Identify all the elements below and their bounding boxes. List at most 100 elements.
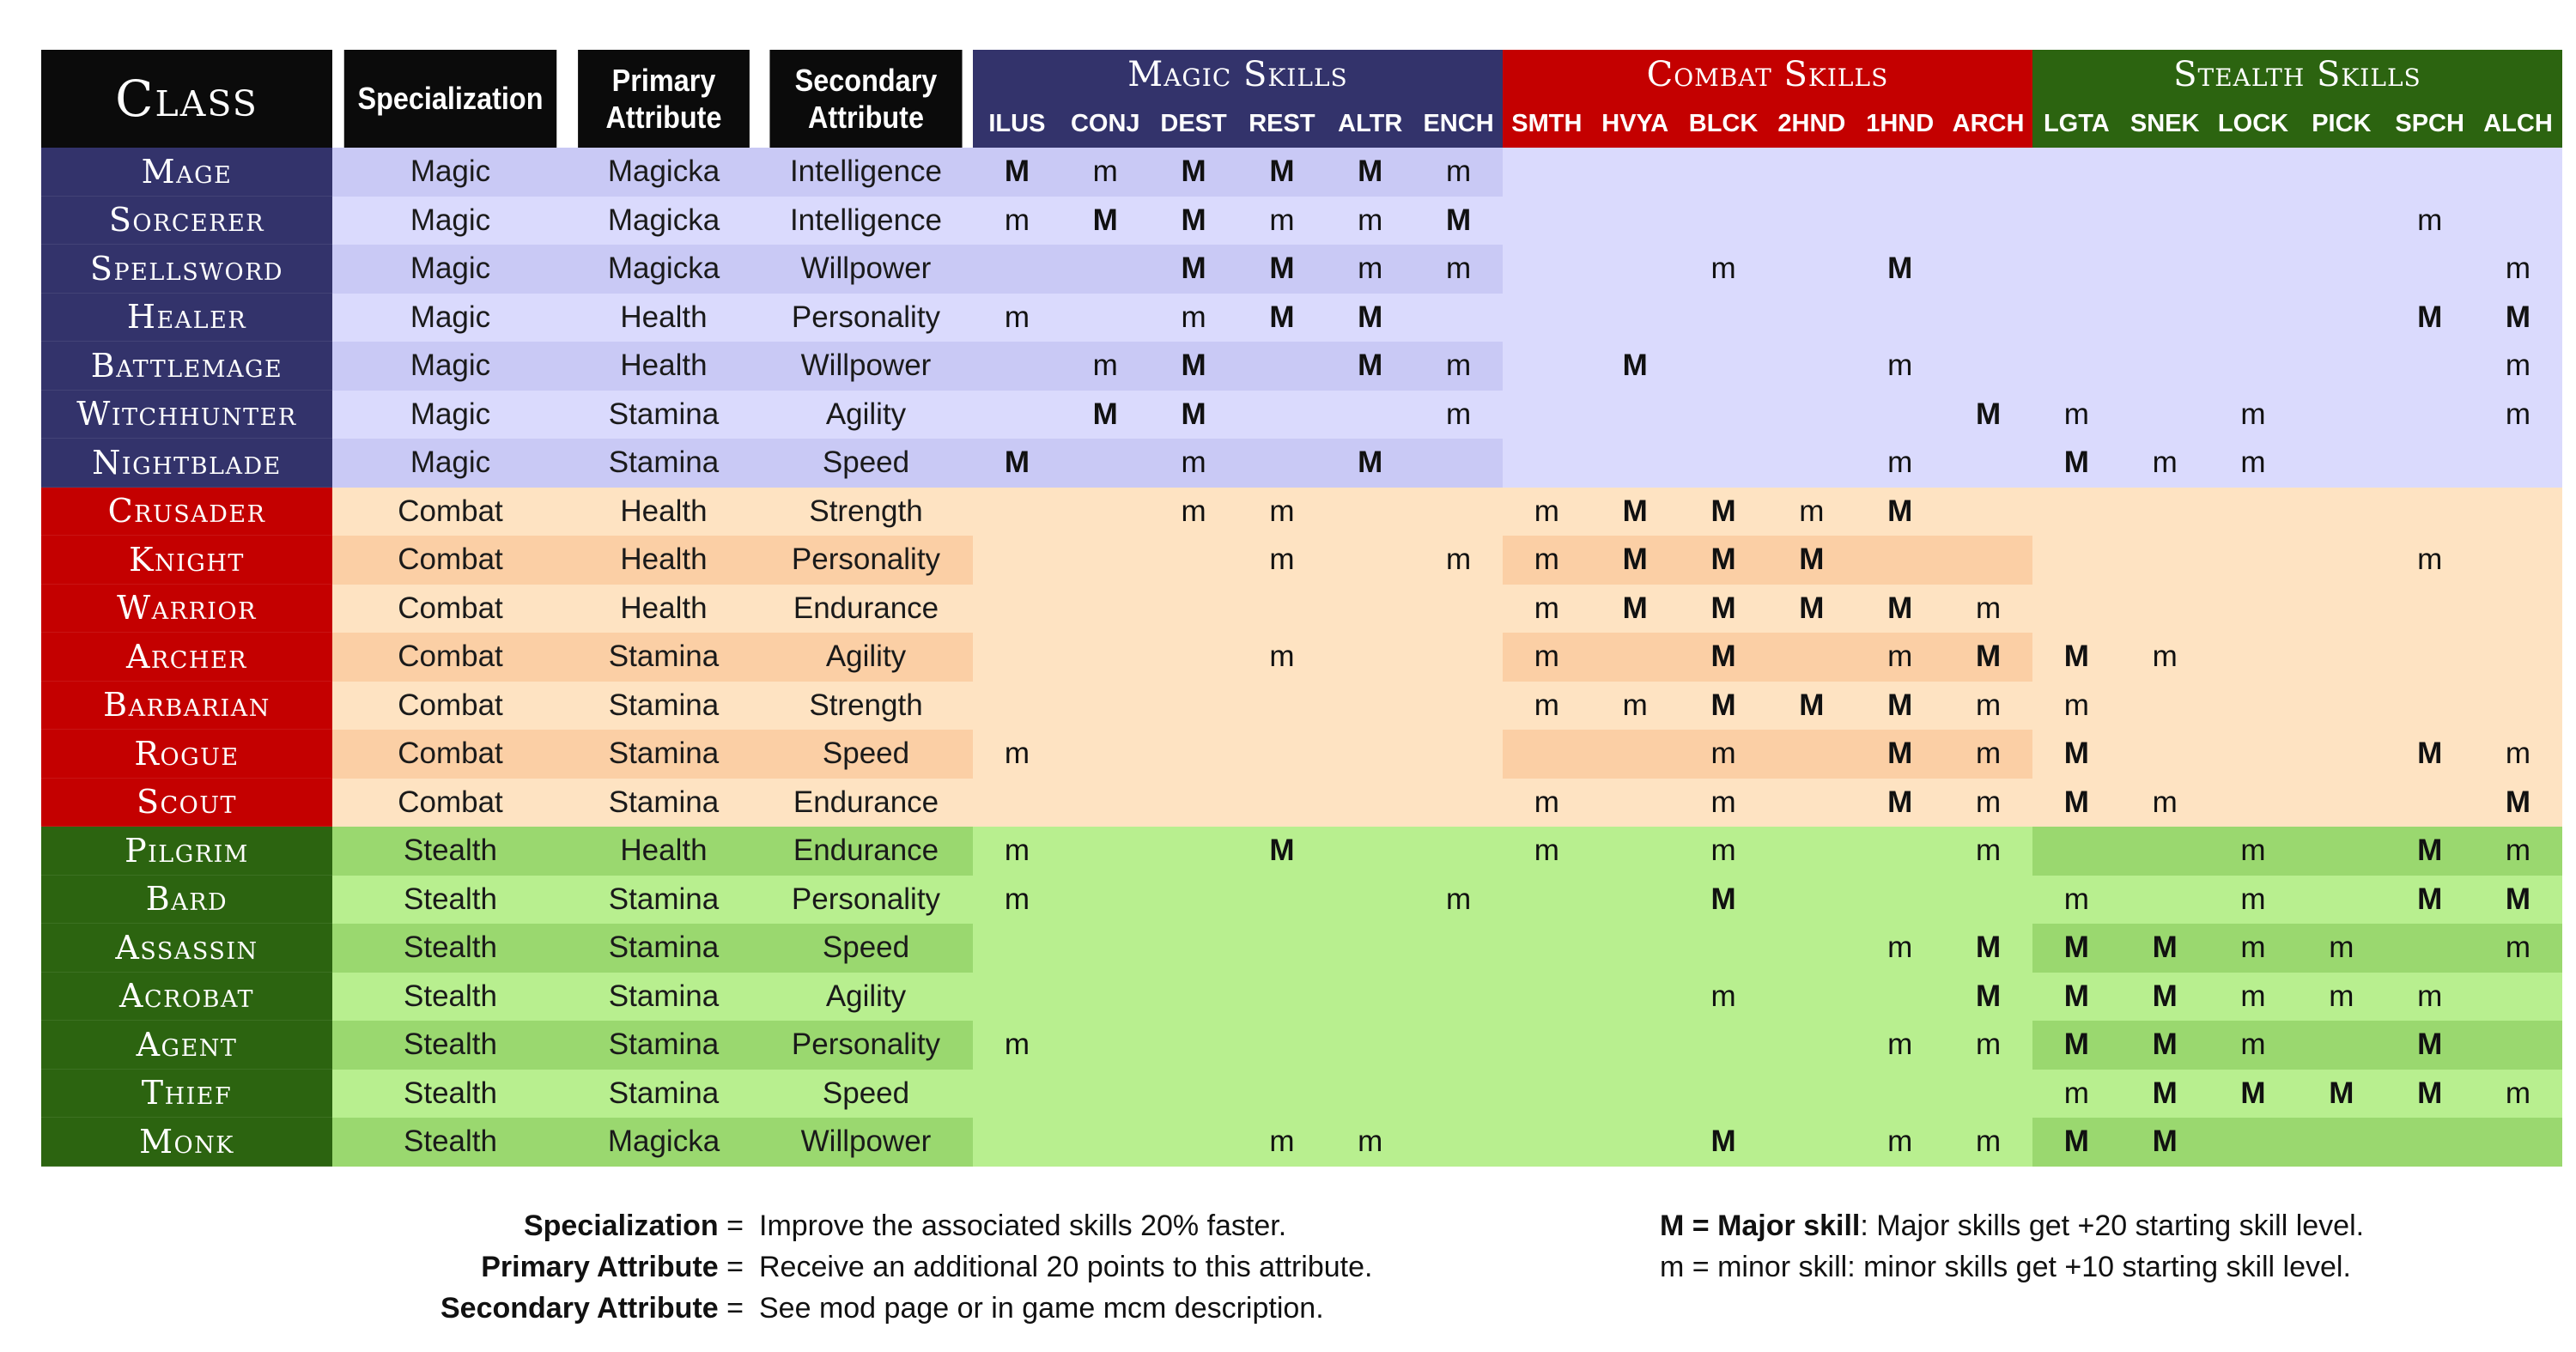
skill-cell: [2474, 633, 2562, 682]
skill-cell: [1502, 439, 1591, 488]
magic-skills-group-header: Magic Skills: [973, 50, 1503, 100]
skill-cell: [1060, 1069, 1150, 1118]
skill-cell: [1767, 439, 1856, 488]
skill-cell: [2297, 875, 2386, 924]
skill-cell: [2297, 633, 2386, 682]
skill-cell: M: [1856, 487, 1945, 536]
skill-header-arch: ARCH: [1944, 100, 2032, 148]
skill-cell: [1060, 1021, 1150, 1070]
class-name: Archer: [41, 633, 332, 682]
skill-cell: [2032, 342, 2121, 391]
specialization-cell: Stealth: [332, 875, 568, 924]
skill-cell: [2474, 1021, 2562, 1070]
skill-cell: m: [1502, 827, 1591, 876]
skill-cell: m: [2385, 536, 2475, 585]
secondary-attribute-cell: Speed: [759, 1069, 973, 1118]
skill-cell: [2032, 196, 2121, 245]
skill-cell: m: [2474, 924, 2562, 973]
skill-cell: [1149, 827, 1238, 876]
skill-cell: m: [1944, 730, 2032, 779]
skill-cell: [1149, 1069, 1238, 1118]
primary-attribute-cell: Stamina: [568, 972, 759, 1021]
class-column-header: Class: [41, 50, 332, 148]
skill-cell: [973, 681, 1061, 730]
skill-cell: M: [1679, 536, 1768, 585]
skill-cell: [2297, 196, 2386, 245]
skill-cell: [1414, 1069, 1503, 1118]
skill-cell: m: [2474, 1069, 2562, 1118]
skill-cell: M: [2385, 875, 2475, 924]
skill-cell: M: [1767, 681, 1856, 730]
skill-cell: [1414, 633, 1503, 682]
skill-cell: m: [1502, 487, 1591, 536]
skill-cell: [1944, 1069, 2032, 1118]
primary-attribute-column-header: Primary Attribute: [578, 50, 750, 148]
skill-cell: m: [1856, 1118, 1945, 1167]
skill-cell: M: [2120, 1069, 2209, 1118]
skill-header-hvya: HVYA: [1590, 100, 1680, 148]
skill-cell: [1149, 778, 1238, 827]
legend-term-text: Primary Attribute: [481, 1250, 719, 1283]
skill-cell: [2474, 536, 2562, 585]
class-name: Spellsword: [41, 245, 332, 294]
skill-cell: m: [1414, 536, 1503, 585]
skill-cell: [1326, 487, 1415, 536]
skill-cell: [1060, 584, 1150, 633]
specialization-cell: Stealth: [332, 1069, 568, 1118]
skill-cell: [1767, 924, 1856, 973]
skill-cell: m: [1679, 245, 1768, 294]
skill-cell: [1060, 1118, 1150, 1167]
skill-cell: m: [973, 730, 1061, 779]
skill-cell: [1060, 730, 1150, 779]
skill-cell: [1590, 390, 1680, 439]
skill-cell: [1414, 487, 1503, 536]
skill-cell: m: [2208, 439, 2298, 488]
secondary-attribute-cell: Strength: [759, 487, 973, 536]
skill-cell: M: [2120, 1021, 2209, 1070]
combat-skills-group-header: Combat Skills: [1502, 50, 2032, 100]
legend-row: Secondary Attribute = See mod page or in …: [0, 1288, 2576, 1328]
skill-cell: m: [2208, 924, 2298, 973]
primary-attribute-cell: Magicka: [568, 245, 759, 294]
skill-cell: [2297, 778, 2386, 827]
skill-cell: M: [1856, 584, 1945, 633]
skill-cell: m: [1767, 487, 1856, 536]
skill-cell: [1149, 536, 1238, 585]
primary-attribute-cell: Stamina: [568, 730, 759, 779]
skill-cell: M: [1679, 875, 1768, 924]
primary-attribute-cell: Stamina: [568, 633, 759, 682]
skill-cell: [973, 633, 1061, 682]
skill-cell: m: [1326, 1118, 1415, 1167]
skill-cell: [973, 924, 1061, 973]
legend-term-text: Specialization: [523, 1209, 719, 1242]
skill-cell: [1326, 924, 1415, 973]
skill-cell: [1767, 342, 1856, 391]
skill-cell: [973, 245, 1061, 294]
secondary-attribute-cell: Agility: [759, 633, 973, 682]
skill-cell: M: [1944, 390, 2032, 439]
skill-cell: [1502, 245, 1591, 294]
skill-cell: m: [1679, 730, 1768, 779]
skill-cell: [1590, 972, 1680, 1021]
skill-cell: M: [1326, 342, 1415, 391]
skill-cell: [1767, 1021, 1856, 1070]
skill-cell: [2297, 536, 2386, 585]
legend-definition: See mod page or in game mcm description.: [759, 1291, 1324, 1325]
specialization-cell: Stealth: [332, 924, 568, 973]
legend-note-text: : minor skills get +10 starting skill le…: [1847, 1250, 2351, 1283]
skill-cell: M: [1944, 633, 2032, 682]
skill-cell: [2208, 633, 2298, 682]
class-skills-table: Class Specialization Primary Attribute S…: [41, 50, 2562, 1167]
skill-cell: [1060, 778, 1150, 827]
skill-cell: m: [1856, 633, 1945, 682]
skill-cell: [1502, 390, 1591, 439]
skill-cell: [1502, 1118, 1591, 1167]
skill-cell: [1856, 390, 1945, 439]
skill-cell: m: [2208, 1021, 2298, 1070]
skill-cell: M: [2474, 778, 2562, 827]
skill-cell: m: [1856, 924, 1945, 973]
specialization-cell: Magic: [332, 196, 568, 245]
skill-cell: [1326, 633, 1415, 682]
legend-note-term: M = Major skill: [1660, 1209, 1861, 1242]
legend-equals: =: [718, 1250, 744, 1283]
